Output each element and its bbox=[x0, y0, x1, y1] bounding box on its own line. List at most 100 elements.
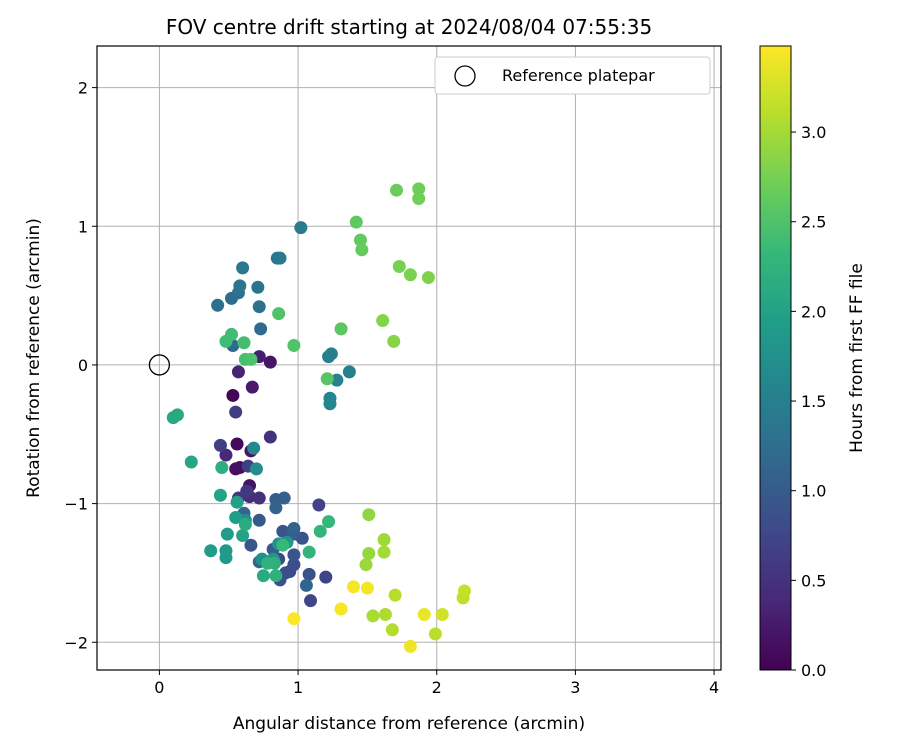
data-point bbox=[355, 243, 369, 257]
y-tick-label: 1 bbox=[78, 217, 88, 236]
data-point bbox=[230, 437, 244, 451]
colorbar-ticks: 0.0 0.5 1.0 1.5 2.0 2.5 3.0 bbox=[791, 123, 826, 680]
data-point bbox=[319, 570, 333, 584]
colorbar-tick-label: 2.0 bbox=[801, 302, 826, 321]
x-tick-label: 0 bbox=[154, 678, 164, 697]
y-tick-label: 2 bbox=[78, 79, 88, 98]
x-axis-label: Angular distance from reference (arcmin) bbox=[233, 714, 585, 734]
data-point bbox=[412, 192, 426, 206]
colorbar: 0.0 0.5 1.0 1.5 2.0 2.5 3.0 Hours from first F… bbox=[759, 45, 867, 680]
data-point bbox=[230, 495, 244, 509]
data-point bbox=[294, 221, 308, 235]
data-point bbox=[362, 547, 376, 561]
data-point bbox=[287, 558, 301, 572]
y-axis-label: Rotation from reference (arcmin) bbox=[24, 218, 44, 498]
data-point bbox=[362, 508, 376, 522]
plot-frame bbox=[96, 45, 722, 671]
data-point bbox=[334, 602, 348, 616]
colorbar-fill bbox=[759, 45, 792, 671]
data-point bbox=[184, 455, 198, 469]
data-point bbox=[313, 524, 327, 538]
data-point bbox=[302, 545, 316, 559]
x-axis-ticks: 0 1 2 3 4 bbox=[154, 670, 719, 697]
data-point bbox=[287, 339, 301, 353]
data-point bbox=[220, 527, 234, 541]
chart-title: FOV centre drift starting at 2024/08/04 … bbox=[166, 15, 652, 39]
data-point bbox=[403, 268, 417, 282]
data-point bbox=[231, 365, 245, 379]
data-point bbox=[334, 322, 348, 336]
data-point bbox=[240, 484, 254, 498]
data-point bbox=[322, 515, 336, 529]
data-point bbox=[254, 322, 268, 336]
colorbar-tick-label: 0.5 bbox=[801, 571, 826, 590]
data-point bbox=[457, 584, 471, 598]
data-point bbox=[229, 405, 243, 419]
data-point bbox=[304, 594, 318, 608]
data-point bbox=[237, 336, 251, 350]
data-point bbox=[299, 578, 313, 592]
colorbar-label: Hours from first FF file bbox=[847, 263, 867, 453]
legend-marker-icon bbox=[454, 65, 476, 87]
colorbar-tick-label: 1.5 bbox=[801, 392, 826, 411]
data-point bbox=[392, 259, 406, 273]
y-tick-label: 0 bbox=[78, 356, 88, 375]
colorbar-tick-label: 2.5 bbox=[801, 213, 826, 232]
data-point bbox=[376, 314, 390, 328]
data-point bbox=[403, 639, 417, 653]
x-tick-label: 4 bbox=[709, 678, 719, 697]
data-point bbox=[244, 352, 258, 366]
data-point bbox=[272, 307, 286, 321]
grid-lines bbox=[97, 46, 721, 670]
data-point bbox=[276, 538, 290, 552]
data-point bbox=[251, 280, 265, 294]
data-point bbox=[215, 461, 229, 475]
data-point bbox=[263, 430, 277, 444]
data-point bbox=[170, 408, 184, 422]
data-point bbox=[387, 334, 401, 348]
data-point bbox=[417, 608, 431, 622]
data-point bbox=[390, 183, 404, 197]
data-point bbox=[347, 580, 361, 594]
data-point bbox=[256, 569, 270, 583]
data-point bbox=[226, 388, 240, 402]
data-point bbox=[287, 522, 301, 536]
data-point bbox=[421, 271, 435, 285]
data-point bbox=[385, 623, 399, 637]
data-point bbox=[377, 545, 391, 559]
data-point bbox=[330, 373, 344, 387]
data-point bbox=[287, 612, 301, 626]
data-point bbox=[213, 438, 227, 452]
colorbar-tick-label: 3.0 bbox=[801, 123, 826, 142]
data-point bbox=[312, 498, 326, 512]
legend-label: Reference platepar bbox=[502, 66, 655, 85]
data-point bbox=[360, 581, 374, 595]
data-point bbox=[211, 298, 225, 312]
data-point bbox=[204, 544, 218, 558]
data-point bbox=[342, 365, 356, 379]
data-point bbox=[236, 261, 250, 275]
data-point bbox=[252, 300, 266, 314]
data-point bbox=[324, 347, 338, 361]
x-tick-label: 2 bbox=[432, 678, 442, 697]
colorbar-tick-label: 0.0 bbox=[801, 661, 826, 680]
x-tick-label: 3 bbox=[570, 678, 580, 697]
data-point bbox=[229, 510, 243, 524]
data-point bbox=[366, 609, 380, 623]
data-point bbox=[219, 551, 233, 565]
data-point bbox=[229, 462, 243, 476]
data-point bbox=[252, 491, 266, 505]
data-point bbox=[261, 556, 275, 570]
data-point bbox=[269, 501, 283, 515]
data-point bbox=[244, 538, 258, 552]
data-point bbox=[269, 569, 283, 583]
y-tick-label: −2 bbox=[64, 633, 88, 652]
reference-platepar-marker bbox=[148, 354, 171, 376]
data-point bbox=[349, 215, 363, 229]
data-point bbox=[428, 627, 442, 641]
legend-box bbox=[434, 56, 711, 95]
data-point bbox=[377, 533, 391, 547]
data-point bbox=[247, 441, 261, 455]
x-tick-label: 1 bbox=[293, 678, 303, 697]
